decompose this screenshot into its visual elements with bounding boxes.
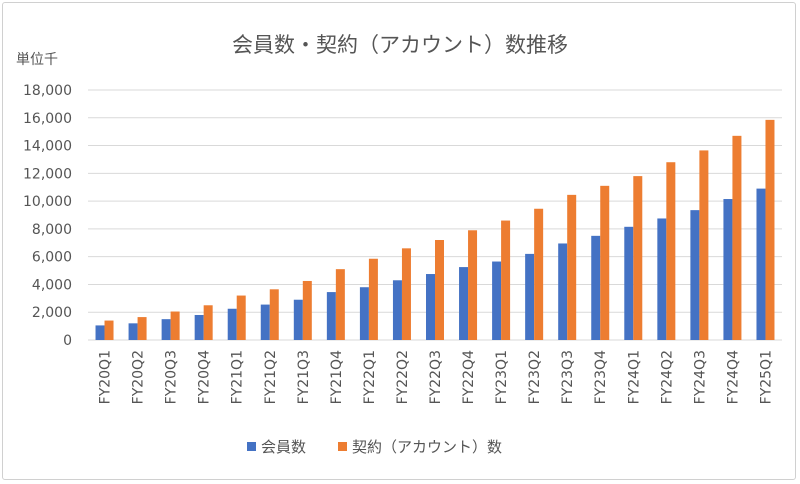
bar-members-FY21Q3 bbox=[293, 299, 303, 340]
bar-contracts-FY25Q1 bbox=[765, 119, 775, 340]
bar-members-FY24Q2 bbox=[657, 218, 667, 340]
bar-contracts-FY20Q3 bbox=[170, 311, 180, 340]
x-tick-label: FY21Q3 bbox=[296, 350, 312, 404]
y-axis-unit-label: 単位千 bbox=[16, 52, 58, 68]
bar-members-FY20Q1 bbox=[95, 325, 105, 340]
y-tick-label: 14,000 bbox=[23, 139, 72, 155]
bar-members-FY20Q4 bbox=[194, 315, 204, 340]
x-tick-label: FY21Q1 bbox=[230, 350, 246, 404]
bar-contracts-FY23Q4 bbox=[600, 185, 610, 340]
bar-members-FY21Q2 bbox=[260, 304, 270, 340]
x-tick-label: FY25Q1 bbox=[758, 350, 774, 404]
bar-contracts-FY24Q3 bbox=[699, 150, 709, 340]
y-tick-label: 4,000 bbox=[32, 277, 72, 293]
x-tick-label: FY22Q1 bbox=[362, 350, 378, 404]
x-tick-label: FY24Q1 bbox=[626, 350, 642, 404]
x-tick-label: FY23Q3 bbox=[560, 350, 576, 404]
bar-members-FY24Q3 bbox=[690, 210, 700, 340]
y-tick-label: 10,000 bbox=[23, 194, 72, 210]
bar-contracts-FY21Q3 bbox=[302, 280, 312, 340]
bar-members-FY24Q4 bbox=[723, 199, 733, 340]
bar-contracts-FY22Q3 bbox=[435, 240, 444, 340]
bar-contracts-FY24Q1 bbox=[633, 176, 643, 340]
y-tick-label: 16,000 bbox=[23, 111, 72, 127]
bar-members-FY21Q1 bbox=[227, 308, 237, 340]
bar-contracts-FY24Q2 bbox=[666, 162, 676, 340]
bar-members-FY22Q1 bbox=[359, 287, 369, 340]
x-tick-label: FY22Q4 bbox=[461, 350, 477, 404]
bar-contracts-FY24Q4 bbox=[732, 135, 742, 340]
bar-contracts-FY21Q2 bbox=[269, 289, 279, 340]
legend-label: 契約（アカウント）数 bbox=[352, 438, 502, 456]
bar-contracts-FY20Q2 bbox=[137, 317, 147, 340]
x-tick-label: FY20Q4 bbox=[197, 350, 213, 404]
bar-members-FY25Q1 bbox=[756, 188, 766, 340]
bar-members-FY22Q3 bbox=[426, 274, 435, 340]
bar-members-FY23Q3 bbox=[558, 243, 568, 340]
x-tick-label: FY20Q2 bbox=[131, 350, 147, 404]
bar-members-FY22Q4 bbox=[459, 267, 469, 340]
x-tick-label: FY23Q4 bbox=[593, 350, 609, 404]
legend-label: 会員数 bbox=[261, 438, 306, 456]
y-tick-label: 6,000 bbox=[32, 250, 72, 266]
bar-members-FY20Q3 bbox=[161, 319, 171, 340]
chart-title: 会員数・契約（アカウント）数推移 bbox=[232, 33, 568, 57]
x-tick-label: FY20Q1 bbox=[98, 350, 114, 404]
x-tick-label: FY21Q4 bbox=[329, 350, 345, 404]
bar-members-FY20Q2 bbox=[128, 323, 138, 340]
bar-members-FY23Q4 bbox=[591, 235, 601, 340]
legend-swatch bbox=[338, 442, 347, 451]
bar-members-FY22Q2 bbox=[392, 280, 402, 340]
bar-contracts-FY22Q1 bbox=[368, 258, 378, 340]
bar-members-FY24Q1 bbox=[624, 226, 634, 340]
x-tick-label: FY20Q3 bbox=[164, 350, 180, 404]
bar-contracts-FY23Q2 bbox=[534, 208, 544, 340]
bar-contracts-FY23Q1 bbox=[501, 220, 511, 340]
x-tick-label: FY23Q2 bbox=[527, 350, 543, 404]
x-tick-label: FY23Q1 bbox=[494, 350, 510, 404]
x-tick-label: FY24Q2 bbox=[659, 350, 675, 404]
y-tick-label: 2,000 bbox=[32, 305, 72, 321]
bar-contracts-FY21Q1 bbox=[236, 295, 246, 340]
bar-contracts-FY21Q4 bbox=[335, 269, 345, 340]
y-tick-label: 8,000 bbox=[32, 222, 72, 238]
x-tick-label: FY22Q2 bbox=[395, 350, 411, 404]
y-tick-label: 18,000 bbox=[23, 83, 72, 99]
bar-contracts-FY20Q4 bbox=[203, 305, 213, 340]
bar-members-FY21Q4 bbox=[326, 292, 336, 340]
bar-contracts-FY22Q4 bbox=[468, 230, 478, 340]
bar-members-FY23Q1 bbox=[492, 261, 502, 340]
x-tick-label: FY21Q2 bbox=[263, 350, 279, 404]
x-tick-label: FY24Q3 bbox=[692, 350, 708, 404]
bar-contracts-FY23Q3 bbox=[567, 194, 577, 340]
x-tick-label: FY24Q4 bbox=[725, 350, 741, 404]
y-tick-label: 0 bbox=[63, 333, 72, 349]
bar-contracts-FY22Q2 bbox=[401, 248, 411, 340]
bar-contracts-FY20Q1 bbox=[104, 320, 114, 340]
y-tick-label: 12,000 bbox=[23, 166, 72, 182]
x-tick-label: FY22Q3 bbox=[428, 350, 444, 404]
bar-members-FY23Q2 bbox=[525, 253, 535, 340]
legend-swatch bbox=[247, 442, 256, 451]
